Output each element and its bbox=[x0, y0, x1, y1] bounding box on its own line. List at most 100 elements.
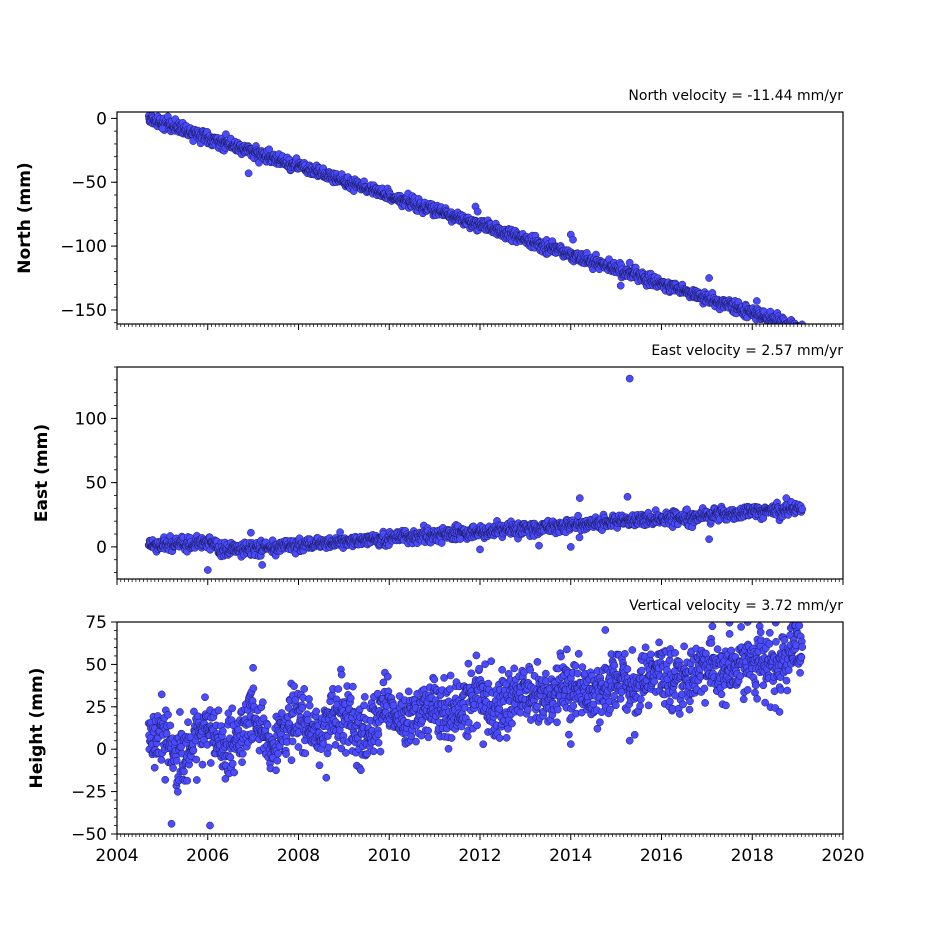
height-data-point bbox=[322, 773, 331, 782]
height-data-point bbox=[680, 642, 688, 651]
height-data-point bbox=[300, 685, 309, 693]
east-data-point bbox=[437, 539, 446, 547]
height-data-point bbox=[464, 718, 473, 727]
height-data-point bbox=[574, 649, 583, 658]
height-data-point bbox=[198, 760, 207, 769]
height-data-point bbox=[412, 737, 420, 746]
height-data-point bbox=[374, 738, 383, 747]
height-data-point bbox=[305, 695, 313, 703]
east-outlier-point bbox=[566, 543, 575, 551]
vertical-velocity-title: Vertical velocity = 3.72 mm/yr bbox=[629, 598, 843, 614]
east-outlier-point bbox=[247, 528, 255, 537]
height-data-point bbox=[557, 652, 565, 661]
height-data-point bbox=[473, 721, 481, 730]
height-data-point bbox=[282, 750, 290, 758]
height-data-point bbox=[424, 733, 433, 742]
height-data-point bbox=[479, 740, 488, 749]
height-data-point bbox=[221, 774, 230, 783]
height-data-point bbox=[606, 705, 614, 714]
height-data-point bbox=[228, 759, 237, 768]
north-outlier-point bbox=[625, 258, 634, 267]
east-outlier-point bbox=[623, 492, 632, 501]
height-data-point bbox=[346, 694, 355, 703]
height-data-point bbox=[637, 666, 646, 675]
height-data-point bbox=[565, 730, 573, 739]
height-data-point bbox=[526, 666, 535, 674]
height-data-point bbox=[166, 721, 175, 730]
height-data-point bbox=[287, 756, 296, 765]
east-plot-frame bbox=[116, 366, 844, 580]
height-data-point bbox=[277, 709, 286, 717]
north-y-tick-label: 0 bbox=[96, 109, 107, 129]
east-y-tick-label: 100 bbox=[75, 409, 107, 429]
height-data-point bbox=[650, 677, 659, 686]
height-data-point bbox=[623, 665, 632, 673]
height-data-point bbox=[360, 693, 369, 701]
height-data-point bbox=[444, 744, 453, 753]
height-data-point bbox=[305, 701, 314, 710]
north-axis-label: North (mm) bbox=[15, 162, 35, 273]
height-data-point bbox=[404, 687, 413, 696]
north-outlier-point bbox=[752, 297, 761, 305]
north-data-point bbox=[265, 145, 273, 154]
east-data-point bbox=[683, 505, 691, 514]
height-data-point bbox=[284, 704, 293, 712]
height-data-point bbox=[610, 692, 618, 700]
height-data-point bbox=[620, 649, 629, 658]
panel-height: Vertical velocity = 3.72 mm/yr Height (m… bbox=[27, 598, 865, 866]
height-data-point bbox=[376, 747, 385, 756]
height-axis-label: Height (mm) bbox=[27, 668, 47, 789]
height-data-point bbox=[685, 705, 694, 714]
height-data-point bbox=[263, 721, 272, 729]
height-data-point bbox=[593, 724, 602, 733]
north-outlier-point bbox=[569, 235, 577, 244]
height-data-point bbox=[238, 749, 247, 758]
height-data-point bbox=[628, 646, 637, 654]
east-outlier-point bbox=[705, 535, 713, 544]
height-data-point bbox=[675, 710, 684, 718]
height-data-point bbox=[349, 682, 357, 691]
height-data-point bbox=[616, 695, 625, 703]
height-data-point bbox=[228, 704, 237, 713]
height-data-point bbox=[201, 693, 209, 702]
height-data-point bbox=[611, 701, 620, 710]
height-data-point bbox=[379, 678, 388, 687]
height-data-point bbox=[192, 755, 201, 764]
height-data-point bbox=[383, 672, 392, 681]
height-data-point bbox=[487, 657, 496, 666]
east-outlier-point bbox=[575, 494, 584, 502]
height-data-point bbox=[430, 675, 439, 684]
height-data-point bbox=[508, 719, 516, 728]
east-points bbox=[144, 374, 807, 574]
height-data-point bbox=[573, 669, 582, 678]
north-y-tick-label: −150 bbox=[60, 301, 107, 321]
east-outlier-point bbox=[476, 545, 484, 554]
height-data-point bbox=[671, 649, 679, 657]
height-data-point bbox=[319, 739, 328, 748]
east-data-point bbox=[575, 533, 584, 542]
height-data-point bbox=[374, 730, 383, 739]
height-data-point bbox=[183, 776, 192, 785]
height-data-point bbox=[176, 708, 184, 716]
height-data-point bbox=[475, 664, 484, 673]
height-data-point bbox=[258, 698, 267, 707]
height-data-point bbox=[290, 682, 298, 691]
height-data-point bbox=[646, 650, 655, 659]
height-data-point bbox=[464, 659, 473, 668]
height-data-point bbox=[553, 705, 562, 714]
height-data-point bbox=[274, 749, 282, 758]
height-data-point bbox=[238, 758, 246, 767]
height-data-point bbox=[395, 692, 404, 700]
height-data-point bbox=[180, 767, 188, 776]
height-data-point bbox=[447, 734, 456, 742]
height-data-point bbox=[190, 707, 198, 716]
height-data-point bbox=[617, 688, 626, 696]
height-data-point bbox=[636, 702, 644, 710]
east-data-point bbox=[456, 535, 465, 543]
height-data-point bbox=[472, 651, 481, 660]
height-data-point bbox=[288, 737, 297, 746]
height-data-point bbox=[357, 766, 365, 775]
north-y-tick-label: −100 bbox=[60, 237, 107, 257]
height-data-point bbox=[161, 775, 170, 784]
